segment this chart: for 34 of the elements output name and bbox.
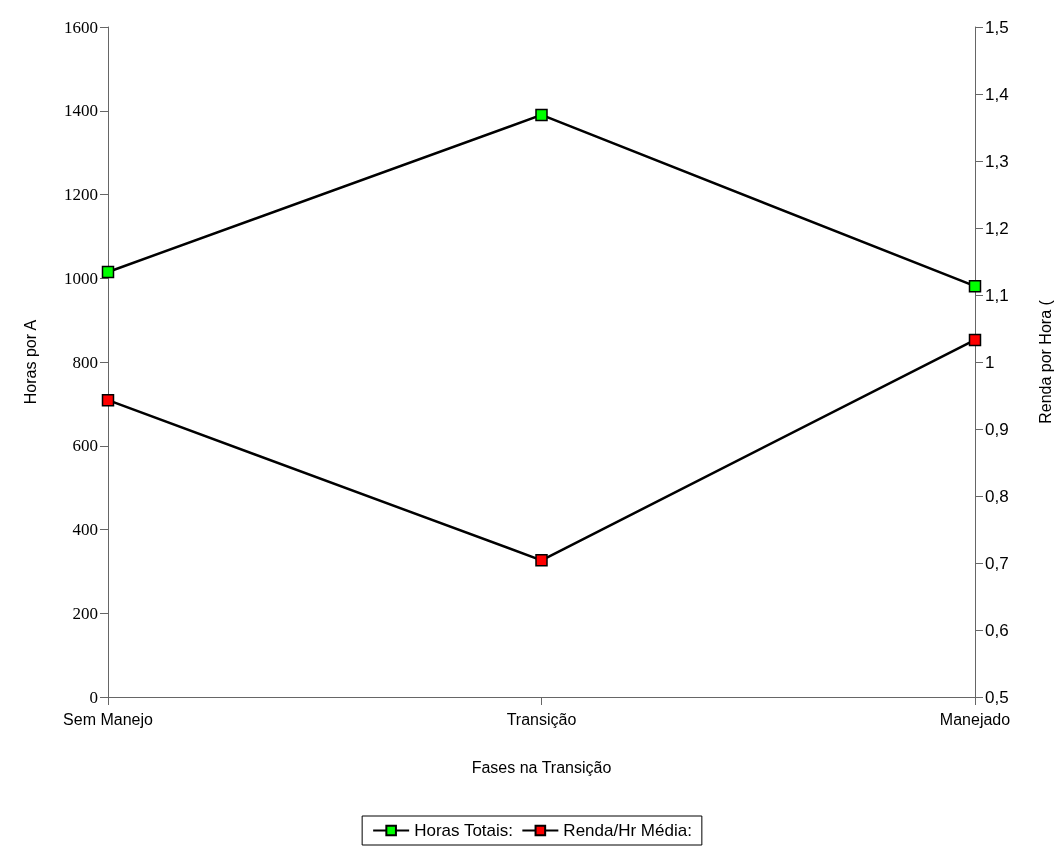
- y-tick-label: 400: [72, 520, 98, 539]
- x-tick-label: Sem Manejo: [63, 710, 154, 728]
- y2-tick-label: 1,5: [985, 17, 1009, 37]
- point: [535, 554, 548, 567]
- y2-tick-label: 0,5: [985, 687, 1009, 707]
- y-tick-label: 1400: [64, 101, 98, 121]
- y2-tick-label: 1: [985, 352, 995, 372]
- y2-tick-label: 0,7: [985, 553, 1009, 573]
- y2-tick-label: 1,4: [985, 84, 1009, 104]
- y-tick-label: 1200: [64, 185, 98, 204]
- point: [101, 265, 115, 279]
- y2-axis-title: Renda por Hora (: [1036, 299, 1054, 424]
- y-axis-title: Horas por A: [21, 319, 39, 405]
- y2-tick-label: 0,9: [985, 419, 1009, 439]
- point: [968, 279, 982, 293]
- x-tick-label: Manejado: [939, 710, 1011, 728]
- y2-tick-label: 1,2: [985, 218, 1009, 238]
- y-tick-label: 1600: [64, 17, 98, 37]
- y-tick-label: 0: [89, 687, 98, 707]
- y2-tick-label: 1,3: [985, 151, 1009, 171]
- legend-label: Renda/Hr Média:: [563, 821, 692, 840]
- y-tick-label: 600: [72, 436, 98, 456]
- y2-tick-label: 0,8: [985, 486, 1009, 506]
- y-tick-label: 1000: [64, 268, 98, 288]
- y2-tick-label: 0,6: [985, 620, 1009, 640]
- point: [535, 108, 548, 122]
- y-tick-label: 800: [72, 352, 98, 372]
- x-tick-label: Transição: [506, 710, 577, 728]
- y-tick-label: 200: [72, 603, 98, 623]
- point: [101, 393, 115, 407]
- legend-label: Horas Totais:: [414, 821, 514, 840]
- y2-tick-label: 1,1: [985, 285, 1009, 305]
- x-axis-title: Fases na Transição: [471, 758, 612, 776]
- point: [968, 333, 982, 347]
